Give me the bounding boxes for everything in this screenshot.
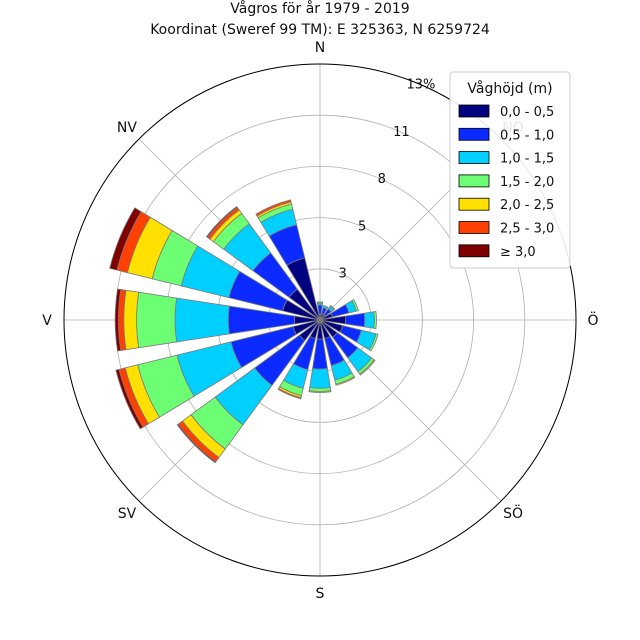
legend-label: 0,5 - 1,0 [500,128,554,143]
rose-bar-segment [255,199,292,217]
rose-bars [109,199,379,464]
rose-bar-segment [373,310,377,330]
rose-sector [319,319,376,376]
rose-sector [255,199,321,321]
legend-swatch [458,127,490,141]
rose-sector [115,319,321,430]
legend-label: 0,0 - 0,5 [500,105,554,120]
radial-tick-label: 8 [378,172,386,187]
legend-label: 2,5 - 3,0 [500,222,554,237]
rose-sector [114,288,321,352]
rose-sector [319,310,377,330]
rose-sector [205,205,321,321]
rose-bar-segment [368,333,379,352]
legend-swatch [458,104,490,118]
direction-label: SV [118,506,137,522]
rose-bar-segment [309,368,331,389]
rose-bar-segment [316,301,324,304]
radial-tick-label: 5 [358,219,366,234]
rose-bar-segment [205,205,238,238]
radial-tick-label: 13% [407,77,436,92]
direction-label: Ö [587,311,598,329]
direction-label: N [315,40,325,56]
legend-box [449,71,571,269]
chart-title: Vågros för år 1979 - 2019 [230,0,409,17]
rose-bar-segment [136,291,178,349]
rose-bar-segment [363,311,375,329]
legend: Våghöjd (m) 0,0 - 0,5 0,5 - 1,0 1,0 - 1,5 1,… [449,71,571,269]
rose-bar-segment [123,289,140,351]
legend-label: 1,5 - 2,0 [500,175,554,190]
rose-sector [308,319,332,393]
direction-label: S [316,586,325,602]
rose-sector [277,319,321,400]
rose-sector [319,299,359,321]
legend-swatch [458,244,490,258]
rose-bar-segment [351,299,359,312]
legend-swatch [458,174,490,188]
rose-bar-segment [312,338,328,370]
legend-swatch [458,151,490,165]
direction-label: V [42,313,52,329]
rose-sector [319,304,336,321]
rose-bar-segment [344,312,366,328]
rose-bar-segment [335,376,356,386]
outer-circle [63,63,577,577]
rose-sector [176,319,321,464]
rose-bar-segment [176,423,217,464]
rose-bar-segment [115,368,144,430]
chart-subtitle: Koordinat (Sweref 99 TM): E 325363, N 62… [150,22,490,38]
legend-swatch [458,197,490,211]
rose-bar-segment [109,207,142,271]
rose-bar-segment [359,359,376,376]
radial-tick-label: 11 [393,125,410,140]
rose-bar-segment [277,387,302,400]
rose-sector [319,319,356,386]
legend-swatch [458,221,490,234]
radial-tick-label: 3 [338,267,346,282]
direction-label: SÖ [503,504,523,522]
rose-bar-segment [308,390,332,393]
legend-label: ≥ 3,0 [500,245,536,260]
legend-title: Våghöjd (m) [467,80,552,97]
legend-label: 1,0 - 1,5 [500,152,554,167]
rose-sector [319,319,379,352]
rose-bar-segment [329,304,336,311]
legend-label: 2,0 - 2,5 [500,198,554,213]
rose-sector [109,207,321,321]
rose-bar-segment [174,297,230,343]
direction-label: NV [117,120,137,136]
rose-sector [316,301,324,321]
rose-bar-segment [114,288,122,352]
rose-bar-segment [322,305,329,310]
